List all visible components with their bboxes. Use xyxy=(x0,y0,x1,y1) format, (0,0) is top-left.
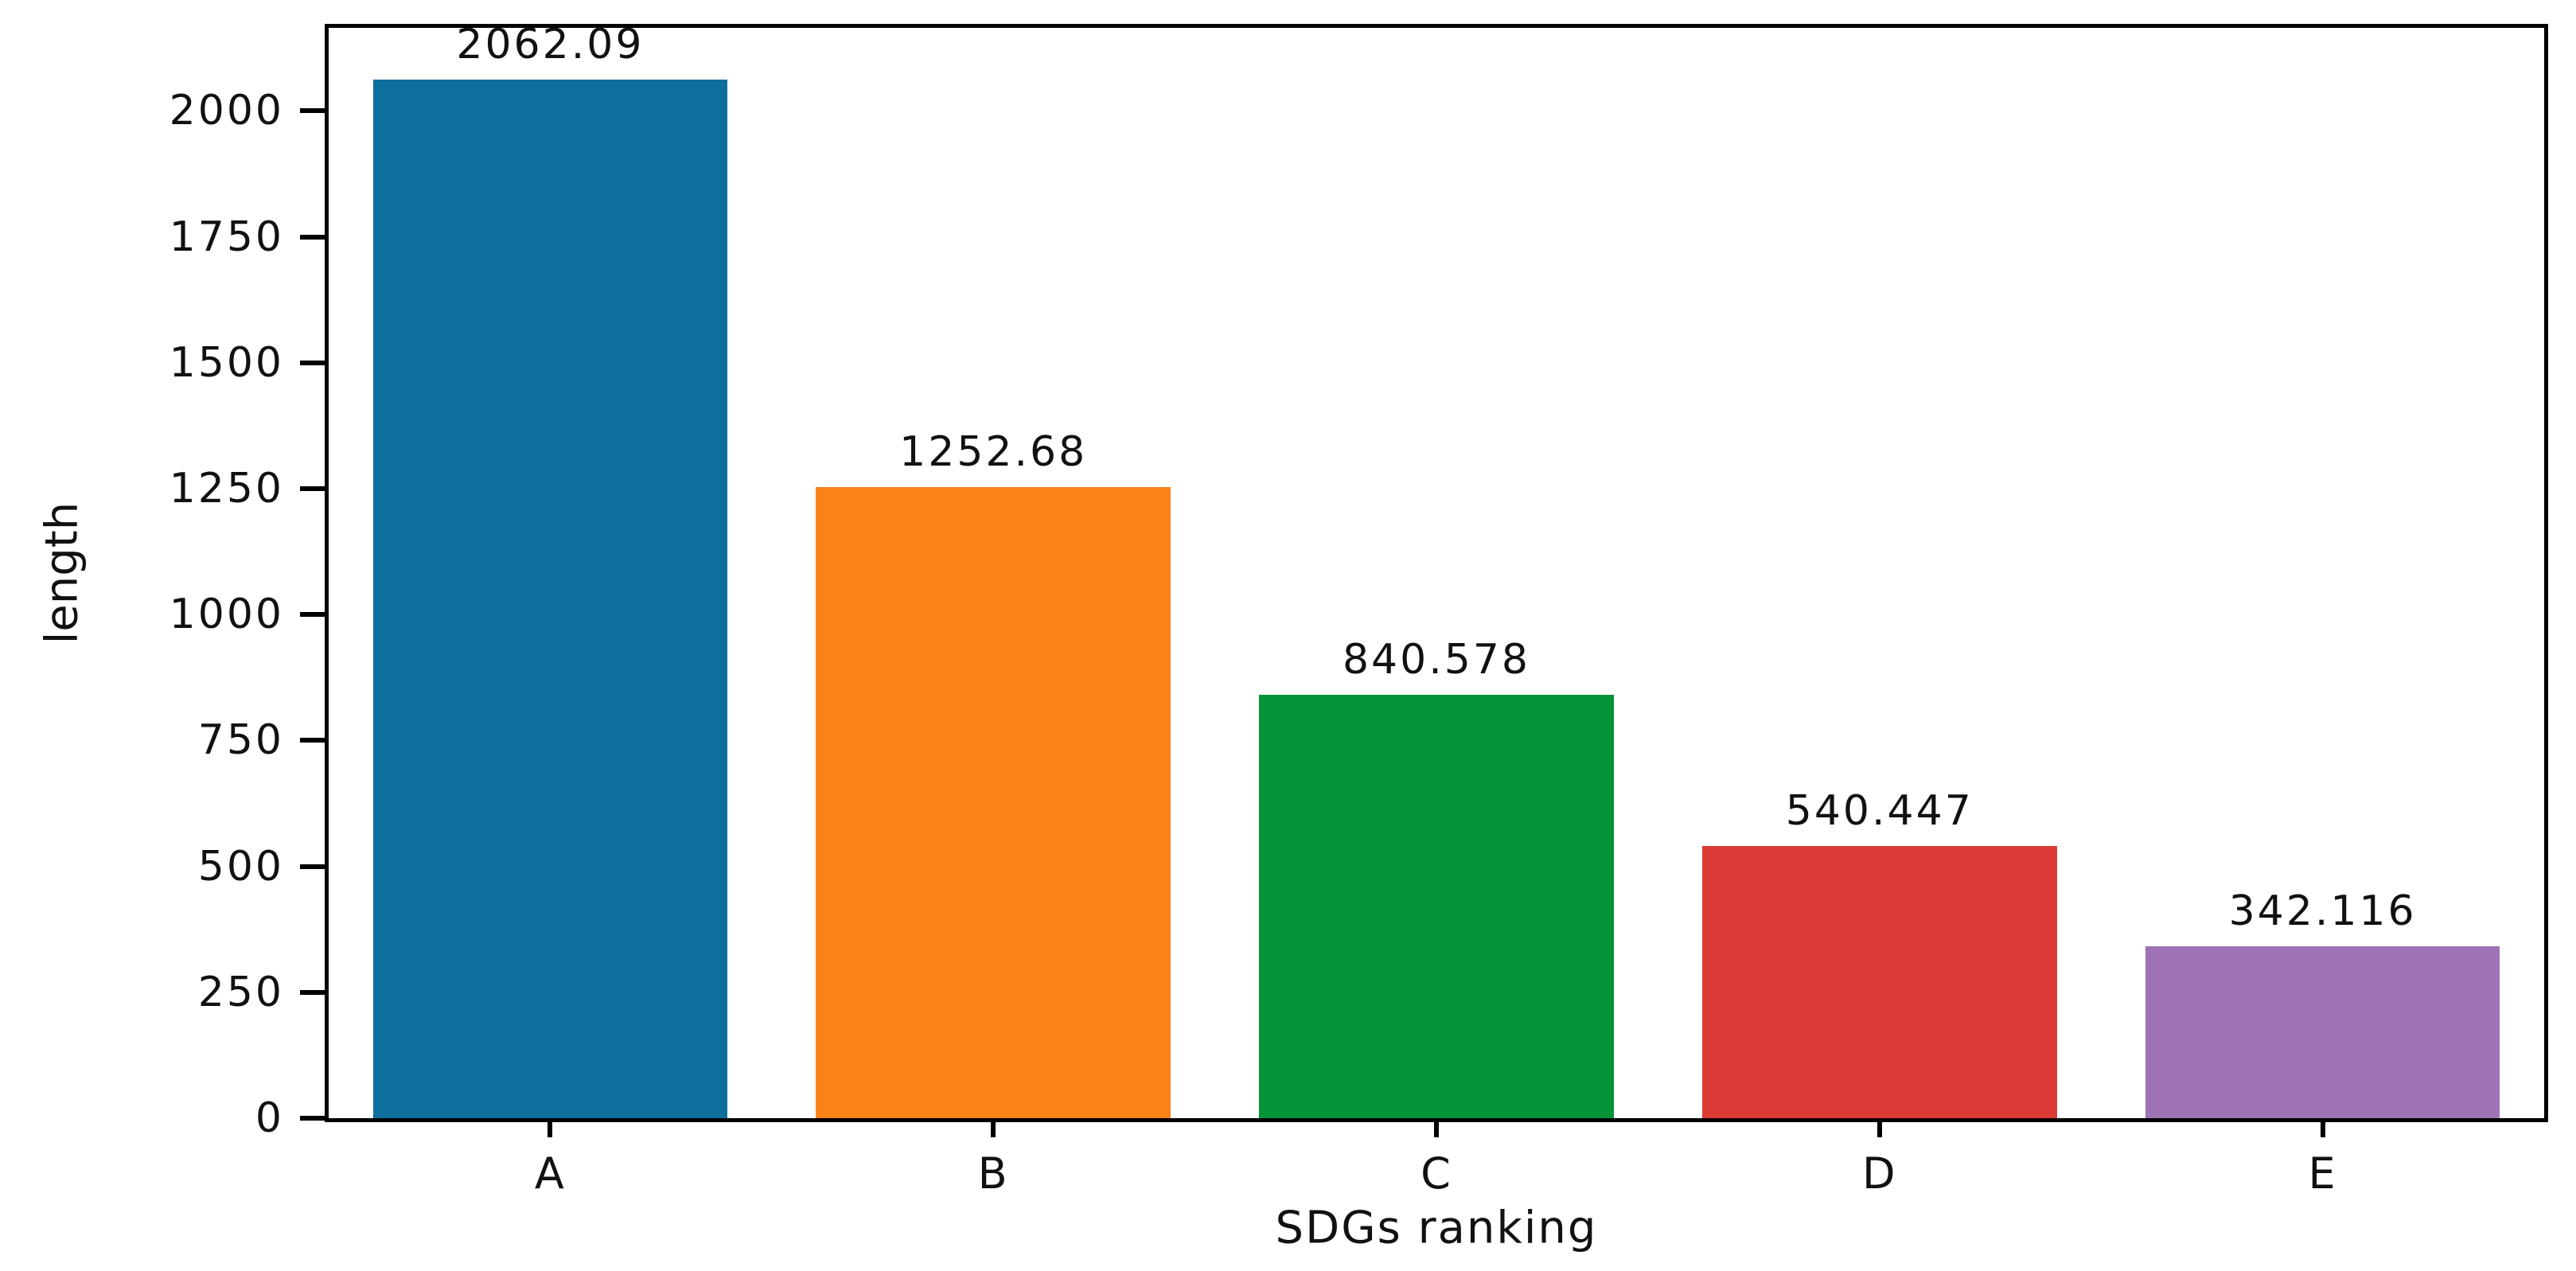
y-tick-label: 750 xyxy=(197,716,284,765)
y-tick-mark: 1500 xyxy=(170,339,329,387)
y-tick-label: 1750 xyxy=(169,212,284,261)
bar xyxy=(1259,695,1614,1118)
x-tick-mark xyxy=(1876,1118,1882,1137)
y-tick-label: 1000 xyxy=(169,591,284,639)
x-tick-mark xyxy=(2320,1118,2325,1137)
bar-value-label: 540.447 xyxy=(1785,787,1974,836)
bar-value-label: 342.116 xyxy=(2228,887,2417,935)
y-tick-label: 500 xyxy=(197,842,284,891)
y-tick-mark: 750 xyxy=(198,716,329,764)
y-tick-label: 0 xyxy=(255,1094,284,1142)
y-tick-mark: 500 xyxy=(198,843,329,891)
x-axis-label: SDGs ranking xyxy=(1275,1202,1598,1254)
bar-value-label: 2062.09 xyxy=(456,21,645,69)
bar-slot: 1252.68 B xyxy=(772,28,1215,1199)
y-tick-mark: 250 xyxy=(198,969,329,1016)
y-tick-label: 1500 xyxy=(169,338,284,387)
y-tick-mark: 1250 xyxy=(170,465,329,513)
y-tick-label: 1250 xyxy=(169,465,284,513)
y-axis-label: length xyxy=(36,501,88,645)
y-tick-mark: 1000 xyxy=(170,591,329,638)
bar xyxy=(372,80,728,1118)
x-tick-label: E xyxy=(2308,1148,2337,1199)
bar xyxy=(816,487,1171,1118)
y-tick-label: 2000 xyxy=(169,87,284,135)
plot-area: 0 250 500 750 1000 1250 1500 1750 2000 2062.09 A 12… xyxy=(170,21,2548,1199)
y-tick-label: 250 xyxy=(197,968,284,1016)
x-tick-mark xyxy=(991,1118,996,1137)
x-tick-label: C xyxy=(1421,1148,1452,1199)
x-tick-mark xyxy=(1433,1118,1439,1137)
bar-value-label: 1252.68 xyxy=(899,428,1088,477)
bar xyxy=(2145,945,2500,1118)
x-tick-label: D xyxy=(1861,1148,1897,1199)
bar xyxy=(1702,846,2057,1118)
y-tick-mark: 2000 xyxy=(170,87,329,135)
bar-value-label: 840.578 xyxy=(1342,636,1531,684)
y-tick-mark: 0 xyxy=(255,1094,329,1142)
x-tick-mark xyxy=(548,1118,553,1137)
x-tick-label: B xyxy=(977,1148,1009,1199)
bar-slot: 840.578 C xyxy=(1215,28,1658,1199)
x-tick-label: A xyxy=(534,1148,566,1199)
y-tick-mark: 1750 xyxy=(170,213,329,261)
bar-slot: 2062.09 A xyxy=(329,21,772,1199)
bar-slot: 540.447 D xyxy=(1658,28,2101,1199)
bar-slot: 342.116 E xyxy=(2101,28,2544,1199)
